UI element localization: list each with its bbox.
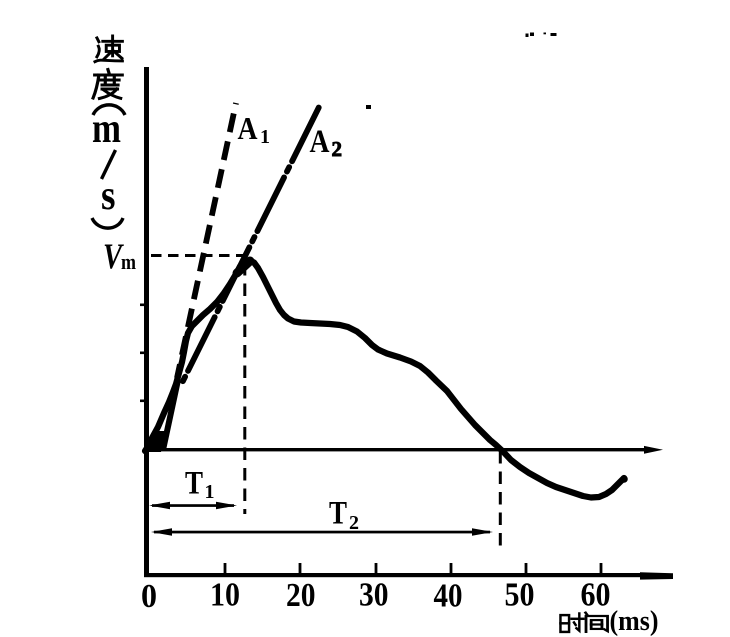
svg-text:T: T <box>329 496 347 532</box>
svg-text:40: 40 <box>434 578 463 615</box>
svg-text:s: s <box>101 173 116 219</box>
svg-text:1: 1 <box>260 126 270 148</box>
svg-text:A: A <box>310 124 330 160</box>
svg-text:2: 2 <box>349 512 359 534</box>
svg-text:m: m <box>92 106 121 152</box>
svg-text:1: 1 <box>205 481 215 503</box>
svg-text:A: A <box>238 110 258 146</box>
svg-text:50: 50 <box>505 577 535 614</box>
svg-text:T: T <box>185 466 203 502</box>
svg-text:20: 20 <box>286 577 316 614</box>
svg-text:(ms): (ms) <box>610 606 659 637</box>
svg-text:60: 60 <box>581 577 611 614</box>
svg-text:m: m <box>121 249 136 274</box>
svg-text:0: 0 <box>141 578 157 615</box>
svg-text:30: 30 <box>359 577 389 614</box>
svg-text:2: 2 <box>332 137 343 161</box>
svg-text:V: V <box>103 236 124 276</box>
svg-text:10: 10 <box>210 577 240 614</box>
